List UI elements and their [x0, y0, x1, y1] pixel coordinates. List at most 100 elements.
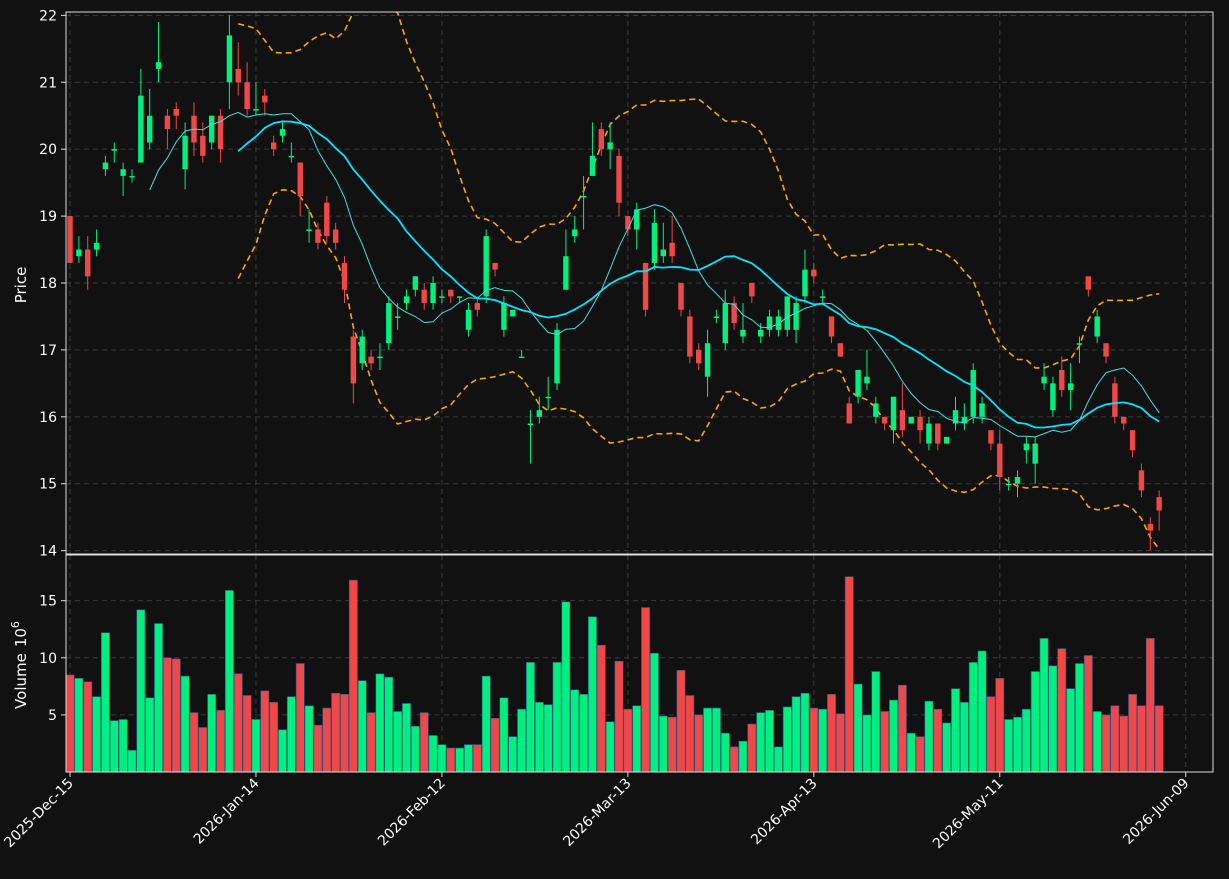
candle-body	[289, 156, 294, 158]
candle-body	[422, 290, 427, 303]
candle-body	[1015, 477, 1020, 484]
volume-bar	[774, 747, 782, 772]
candle-body	[209, 116, 214, 143]
volume-bar	[1031, 671, 1039, 772]
volume-bar	[748, 724, 756, 772]
candle-body	[262, 96, 267, 103]
volume-bar	[836, 714, 844, 772]
volume-bar	[757, 713, 765, 772]
volume-bar	[394, 711, 402, 772]
candle-body	[696, 350, 701, 363]
candle-body	[519, 357, 524, 359]
volume-bar	[305, 706, 313, 772]
price-tick-label: 17	[39, 343, 57, 359]
candle-body	[156, 62, 161, 69]
candle-body	[935, 424, 940, 444]
candle-body	[944, 437, 949, 444]
candle-body	[599, 129, 604, 149]
volume-bar	[1084, 656, 1092, 772]
candle-body	[1006, 484, 1011, 486]
volume-bar	[925, 701, 933, 772]
volume-bar	[225, 590, 233, 772]
candle-body	[971, 370, 976, 417]
candle-body	[554, 330, 559, 384]
candle-body	[1077, 343, 1082, 345]
candle-body	[652, 223, 657, 263]
volume-bar	[420, 713, 428, 772]
candle-body	[563, 256, 568, 289]
volume-bar	[385, 677, 393, 772]
volume-axis-exponent: 6	[9, 621, 22, 628]
volume-bar	[181, 676, 189, 772]
volume-bar	[845, 577, 853, 772]
volume-bar	[686, 695, 694, 772]
volume-bar	[712, 708, 720, 772]
volume-bar	[907, 733, 915, 772]
candle-body	[988, 430, 993, 443]
candle-body	[740, 330, 745, 337]
volume-bar	[881, 711, 889, 772]
candle-body	[1130, 430, 1135, 450]
candle-body	[413, 276, 418, 289]
volume-bar	[119, 719, 127, 772]
candle-body	[873, 403, 878, 416]
volume-bar	[500, 698, 508, 772]
volume-bar	[340, 694, 348, 772]
volume-bar	[1022, 709, 1030, 772]
volume-bar	[615, 661, 623, 772]
volume-bar	[571, 690, 579, 772]
volume-bar	[518, 709, 526, 772]
candle-body	[1094, 316, 1099, 336]
candle-body	[227, 35, 232, 82]
volume-bar	[624, 709, 632, 772]
volume-bar	[252, 719, 260, 772]
volume-bar	[110, 721, 118, 772]
volume-bar	[1155, 706, 1163, 772]
price-tick-label: 21	[39, 75, 57, 91]
price-tick-label: 22	[39, 8, 57, 24]
volume-bar	[668, 717, 676, 772]
volume-bar	[154, 624, 162, 772]
volume-bar	[562, 602, 570, 772]
volume-bar	[863, 715, 871, 772]
volume-bar	[402, 703, 410, 772]
candle-body	[271, 142, 276, 149]
volume-bar	[544, 705, 552, 772]
candle-body	[785, 296, 790, 329]
volume-bar	[641, 608, 649, 772]
volume-bar	[278, 730, 286, 772]
candle-body	[510, 310, 515, 317]
candle-body	[669, 243, 674, 256]
volume-bar	[287, 697, 295, 772]
volume-bar	[916, 737, 924, 772]
price-tick-label: 14	[39, 544, 57, 560]
candle-body	[236, 69, 241, 82]
candle-body	[147, 116, 152, 143]
volume-bar	[597, 645, 605, 772]
candle-body	[997, 444, 1002, 477]
candle-body	[581, 196, 586, 198]
volume-bar	[376, 674, 384, 772]
volume-bar	[703, 708, 711, 772]
volume-bar	[721, 733, 729, 772]
candle-body	[528, 424, 533, 426]
volume-axis-label: Volume 106	[9, 621, 30, 709]
volume-bar	[208, 694, 216, 772]
volume-bar	[588, 617, 596, 772]
volume-bar	[66, 675, 74, 772]
volume-axis-exponent-base: 10	[12, 628, 30, 647]
volume-tick-label: 10	[39, 651, 57, 667]
candle-body	[714, 316, 719, 318]
candle-body	[900, 410, 905, 430]
volume-bar	[633, 706, 641, 772]
candle-body	[368, 357, 373, 364]
volume-bar	[216, 710, 224, 772]
volume-bar	[1067, 689, 1075, 772]
volume-bar	[464, 745, 472, 772]
volume-bar	[323, 708, 331, 772]
volume-bar	[1049, 666, 1057, 772]
candle-body	[802, 270, 807, 297]
volume-bar	[553, 662, 561, 772]
candle-body	[501, 303, 506, 330]
price-axis-label: Price	[12, 267, 30, 304]
